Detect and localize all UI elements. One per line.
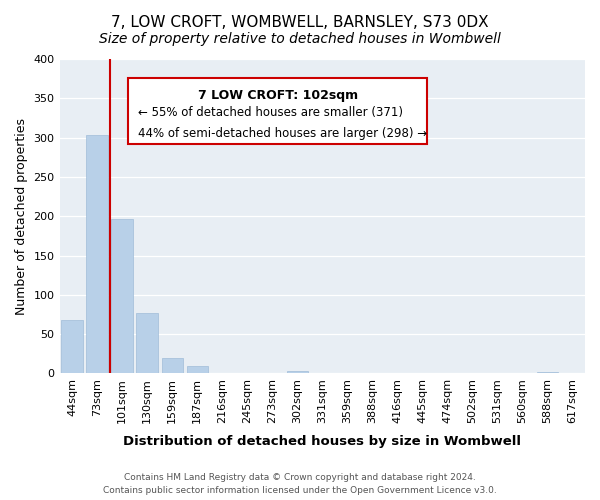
Bar xyxy=(112,220,133,374)
Bar xyxy=(212,372,233,374)
Y-axis label: Number of detached properties: Number of detached properties xyxy=(15,118,28,314)
Text: Contains HM Land Registry data © Crown copyright and database right 2024.
Contai: Contains HM Land Registry data © Crown c… xyxy=(103,473,497,495)
Bar xyxy=(61,320,83,374)
FancyBboxPatch shape xyxy=(128,78,427,144)
Text: 7, LOW CROFT, WOMBWELL, BARNSLEY, S73 0DX: 7, LOW CROFT, WOMBWELL, BARNSLEY, S73 0D… xyxy=(111,15,489,30)
Bar xyxy=(187,366,208,374)
Bar xyxy=(86,135,108,374)
Bar xyxy=(161,358,183,374)
Text: Size of property relative to detached houses in Wombwell: Size of property relative to detached ho… xyxy=(99,32,501,46)
X-axis label: Distribution of detached houses by size in Wombwell: Distribution of detached houses by size … xyxy=(123,434,521,448)
Text: 44% of semi-detached houses are larger (298) →: 44% of semi-detached houses are larger (… xyxy=(139,126,427,140)
Text: ← 55% of detached houses are smaller (371): ← 55% of detached houses are smaller (37… xyxy=(139,106,403,119)
Bar xyxy=(537,372,558,374)
Bar xyxy=(136,313,158,374)
Bar xyxy=(287,371,308,374)
Text: 7 LOW CROFT: 102sqm: 7 LOW CROFT: 102sqm xyxy=(197,89,358,102)
